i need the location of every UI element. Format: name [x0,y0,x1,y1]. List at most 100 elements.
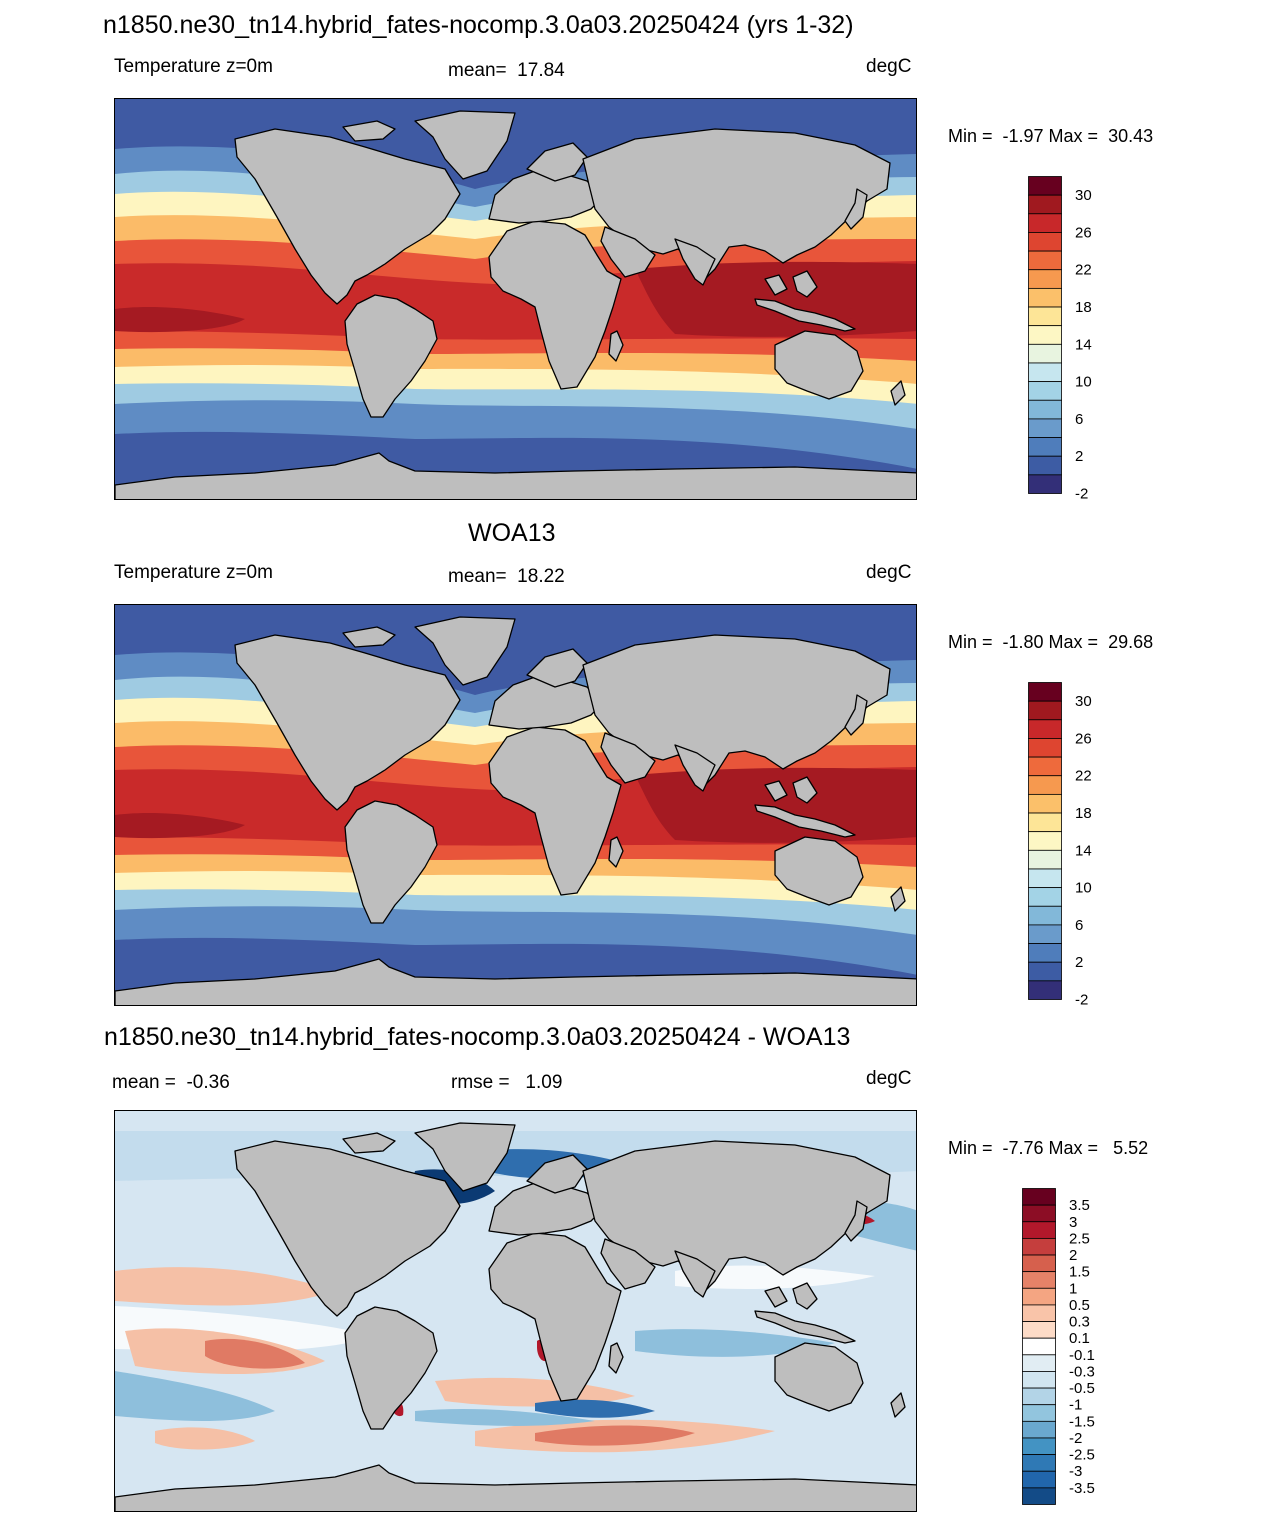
mean-label: mean= 17.84 [448,60,565,81]
field-contour-white [675,1265,875,1289]
land-mask [764,780,788,802]
field-contour-blue [415,1409,595,1426]
colorbar-swatch [1028,381,1062,401]
field-contour-pink [155,1427,255,1450]
colorbar-swatch [1028,943,1062,963]
colorbar-swatch [1028,924,1062,944]
land-mask [608,330,624,362]
colorbar-tick-label: -0.3 [1069,1363,1095,1380]
land-mask [600,226,656,278]
mean-label: mean = -0.36 [112,1072,230,1093]
colorbar-swatch [1028,700,1062,721]
colorbar-swatch [1028,831,1062,851]
land-mask [342,120,396,142]
land-mask [488,220,622,390]
colorbar-tick-label: 22 [1075,262,1092,279]
colorbar-tick-label: 14 [1075,842,1092,859]
variable-label: Temperature z=0m [114,56,273,77]
land-mask [414,616,516,686]
panel-title: n1850.ne30_tn14.hybrid_fates-nocomp.3.0a… [104,1023,851,1051]
colorbar-tick-label: -2 [1069,1430,1082,1447]
colorbar-swatch [1022,1387,1056,1406]
colorbar-swatch [1028,775,1062,795]
colorbar-tick-label: -2 [1075,486,1088,503]
colorbar-tick-label: 6 [1075,411,1083,428]
colorbar-swatch [1022,1337,1056,1356]
panel-title: n1850.ne30_tn14.hybrid_fates-nocomp.3.0a… [103,11,854,39]
min-max-label: Min = -1.80 Max = 29.68 [948,632,1154,652]
mean-label: mean= 18.22 [448,566,565,587]
colorbar-swatch [1022,1221,1056,1239]
land-mask [414,1122,516,1192]
map-plot [114,604,917,1006]
land-mask [488,726,622,896]
colorbar-swatch [1022,1321,1056,1339]
land-mask [764,274,788,296]
colorbar-tick-label: 18 [1075,299,1092,316]
min-max-label: Min = -1.97 Max = 30.43 [948,126,1154,146]
land-mask [115,1464,916,1511]
panel-title: WOA13 [468,519,556,547]
colorbar-swatch [1022,1188,1056,1206]
land-mask [890,886,906,912]
land-mask [344,1306,438,1430]
field-contour-warm-pool [115,813,245,839]
field-contour-pink [115,1267,335,1306]
colorbar-tick-label: 26 [1075,224,1092,241]
colorbar-swatch [1022,1254,1056,1273]
land-mask [774,330,864,400]
colorbar-swatch [1028,176,1062,196]
colorbar-swatch [1028,793,1062,814]
map-plot [114,1110,917,1512]
field-contour-red [205,1338,305,1369]
field-contour-blue [635,1329,835,1357]
colorbar-tick-label: 0.5 [1069,1297,1090,1314]
colorbar-tick-label: 10 [1075,880,1092,897]
land-mask [115,958,916,1005]
land-mask [600,732,656,784]
colorbar-tick-label: 3 [1069,1214,1077,1231]
colorbar-swatch [1028,194,1062,215]
colorbar-tick-label: 10 [1075,374,1092,391]
land-mask [844,694,868,736]
land-mask [792,270,818,298]
field-contour-warm-pool [635,767,916,843]
colorbar-tick-label: 30 [1075,187,1092,204]
land-mask [234,128,461,305]
units-label: degC [866,1068,912,1089]
colorbar-swatch [1028,325,1062,345]
colorbar-swatch [1028,287,1062,308]
colorbar-swatch [1028,682,1062,702]
colorbar-swatch [1028,399,1062,420]
colorbar-svg: 3.532.521.510.50.30.1-0.1-0.3-0.5-1-1.5-… [1022,1188,1095,1505]
colorbar-swatch [1022,1354,1056,1372]
colorbar-tick-label: 0.3 [1069,1314,1090,1331]
land-mask [844,1200,868,1242]
map-svg [115,605,916,1005]
colorbar-swatch [1022,1454,1056,1472]
colorbar-swatch [1028,232,1062,252]
colorbar-swatch [1022,1237,1056,1256]
colorbar-svg: 30 26 22 18 14 10 6 2 -2 [1028,682,1092,1009]
land-mask [608,1342,624,1374]
land-mask [488,1232,622,1402]
land-mask [754,298,856,332]
land-mask [344,294,438,418]
colorbar-swatch [1028,418,1062,438]
colorbar-swatch [1022,1204,1056,1223]
colorbar-tick-label: 2 [1069,1247,1077,1264]
colorbar-swatch [1028,269,1062,289]
land-mask [608,836,624,868]
land-mask [674,238,716,286]
colorbar-tick-label: -3.5 [1069,1480,1095,1497]
colorbar-swatch [1022,1304,1056,1322]
colorbar-swatch [1028,849,1062,870]
colorbar-swatch [1028,362,1062,383]
colorbar-swatch [1028,868,1062,889]
colorbar-swatch [1028,887,1062,907]
colorbar-tick-label: -0.1 [1069,1347,1095,1364]
field-contour-dark-blue [535,1399,655,1418]
colorbar-tick-label: -3 [1069,1463,1082,1480]
map-plot [114,98,917,500]
land-mask [754,804,856,838]
